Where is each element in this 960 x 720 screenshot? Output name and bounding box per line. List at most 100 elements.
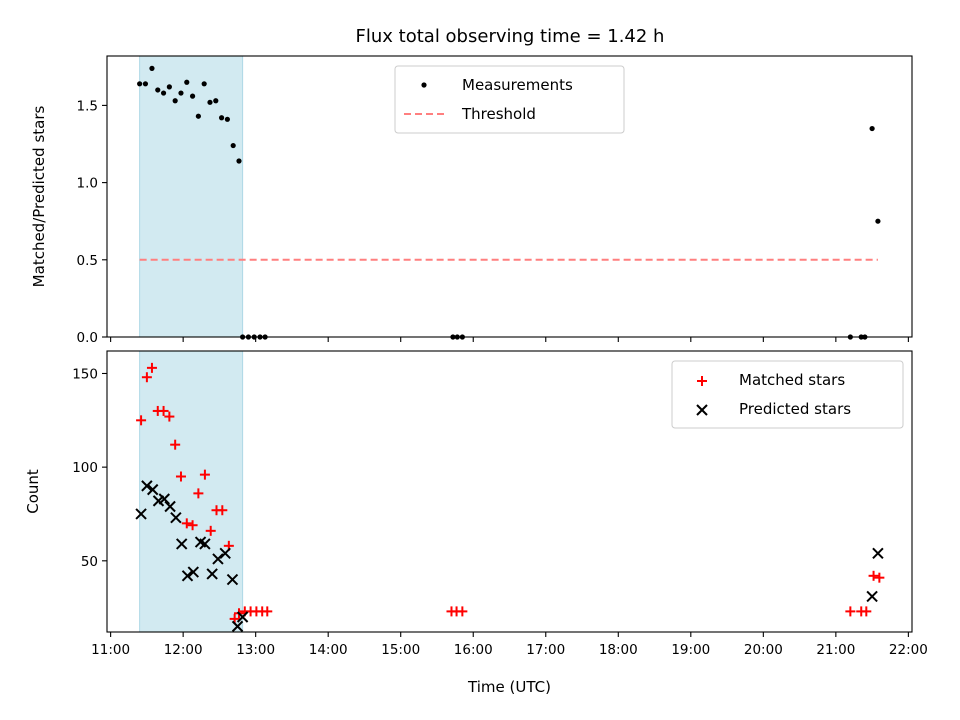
top-panel-marks — [137, 65, 881, 340]
x-tick-label: 14:00 — [309, 642, 348, 658]
predicted-star-point — [199, 538, 211, 550]
predicted-star-point — [181, 570, 194, 582]
measurement-point — [224, 116, 230, 122]
measurement-point — [218, 115, 225, 121]
x-tick-label: 17:00 — [526, 642, 565, 658]
x-tick-label: 21:00 — [816, 642, 855, 658]
top-legend-box — [394, 65, 625, 134]
y-tick-label: 0.0 — [77, 330, 98, 346]
top-highlight-span — [139, 55, 244, 338]
measurement-point — [869, 125, 875, 132]
measurement-point — [207, 99, 213, 105]
measurement-point — [172, 98, 178, 104]
predicted-star-point — [206, 568, 218, 580]
matched-star-point — [158, 405, 169, 416]
bottom-legend-box — [671, 360, 904, 429]
bottom-panel-frame — [106, 350, 913, 633]
predicted-star-point — [175, 538, 188, 550]
matched-star-point — [845, 606, 856, 617]
measurement-point — [142, 81, 149, 87]
measurement-point — [155, 87, 161, 93]
predicted-star-point — [219, 547, 231, 560]
matched-star-point — [146, 362, 157, 373]
matched-star-point — [205, 525, 216, 536]
top-y-axis-label: Matched/Predicted stars — [30, 106, 48, 288]
measurements-legend-marker — [421, 82, 427, 88]
measurement-point — [201, 81, 207, 87]
measurement-point — [875, 218, 881, 224]
bottom-panel-marks — [135, 362, 885, 633]
bottom-panel: 50 100 150 11:00 12:00 13:00 14:00 15:00 16:00 1… — [24, 350, 928, 696]
threshold-legend-label: Threshold — [461, 105, 536, 123]
top-panel: 0.0 0.5 1.0 1.5 Matched/Predicted stars Mea… — [30, 55, 913, 346]
predicted-star-point — [872, 547, 884, 560]
matched-star-point — [457, 606, 468, 617]
matched-star-point — [861, 606, 872, 617]
measurement-point — [230, 142, 236, 149]
predicted-stars-legend-label: Predicted stars — [739, 400, 851, 418]
measurement-point — [178, 90, 184, 96]
measurement-point — [195, 113, 201, 119]
predicted-star-point — [141, 480, 153, 492]
predicted-star-point — [187, 566, 200, 578]
matched-stars-legend-label: Matched stars — [739, 371, 845, 389]
predicted-star-point — [146, 483, 159, 496]
y-tick-label: 1.5 — [77, 98, 98, 114]
y-tick-label: 150 — [72, 366, 98, 382]
y-tick-label: 50 — [81, 554, 98, 570]
matched-star-point — [199, 469, 210, 480]
x-tick-label: 13:00 — [236, 642, 275, 658]
matched-star-point — [193, 488, 204, 499]
matched-star-point — [187, 520, 198, 531]
matched-star-point — [868, 570, 879, 581]
matched-star-point — [164, 411, 175, 422]
x-tick-label: 12:00 — [164, 642, 203, 658]
bottom-highlight-span — [139, 350, 244, 633]
y-tick-label: 100 — [72, 460, 98, 476]
measurement-point — [213, 98, 219, 104]
x-marker — [696, 404, 708, 416]
x-tick-label: 16:00 — [454, 642, 493, 658]
y-tick-label: 0.5 — [77, 253, 98, 269]
matched-star-point — [262, 606, 273, 617]
chart-title: Flux total observing time = 1.42 h — [356, 26, 665, 47]
predicted-star-point — [226, 573, 239, 586]
predicted-star-point — [158, 493, 170, 505]
predicted-star-point — [212, 553, 224, 565]
x-tick-label: 15:00 — [381, 642, 420, 658]
y-tick-label: 1.0 — [77, 176, 98, 192]
matched-star-point — [874, 572, 885, 583]
measurement-point — [137, 81, 143, 87]
measurement-point — [184, 79, 190, 85]
measurements-legend-label: Measurements — [462, 76, 573, 94]
predicted-star-point — [866, 590, 878, 603]
predicted-star-point — [236, 611, 249, 623]
predicted-stars-legend-marker — [696, 404, 708, 416]
x-tick-label: 20:00 — [744, 642, 783, 658]
x-axis-label: Time (UTC) — [467, 678, 551, 696]
matched-star-point — [181, 518, 192, 529]
bottom-y-axis-label: Count — [24, 469, 42, 514]
x-tick-label: 19:00 — [671, 642, 710, 658]
matched-stars-legend-marker — [697, 376, 707, 386]
measurement-point — [166, 84, 172, 90]
predicted-star-point — [231, 620, 244, 633]
matched-star-point — [175, 471, 186, 482]
measurement-point — [149, 65, 155, 71]
x-tick-label: 18:00 — [599, 642, 638, 658]
top-panel-frame — [106, 55, 913, 338]
predicted-star-point — [135, 508, 147, 520]
matched-star-point — [170, 439, 181, 450]
top-legend: Measurements Threshold — [394, 65, 625, 134]
predicted-star-point — [170, 512, 182, 524]
x-tick-label: 22:00 — [889, 642, 928, 658]
bottom-legend: Matched stars Predicted stars — [671, 360, 904, 429]
matched-star-point — [141, 372, 152, 383]
plus-marker — [697, 376, 707, 386]
matched-star-point — [136, 415, 147, 426]
measurement-point — [189, 93, 196, 99]
predicted-star-point — [164, 500, 176, 513]
matched-star-point — [217, 505, 228, 516]
measurement-point — [236, 158, 242, 164]
